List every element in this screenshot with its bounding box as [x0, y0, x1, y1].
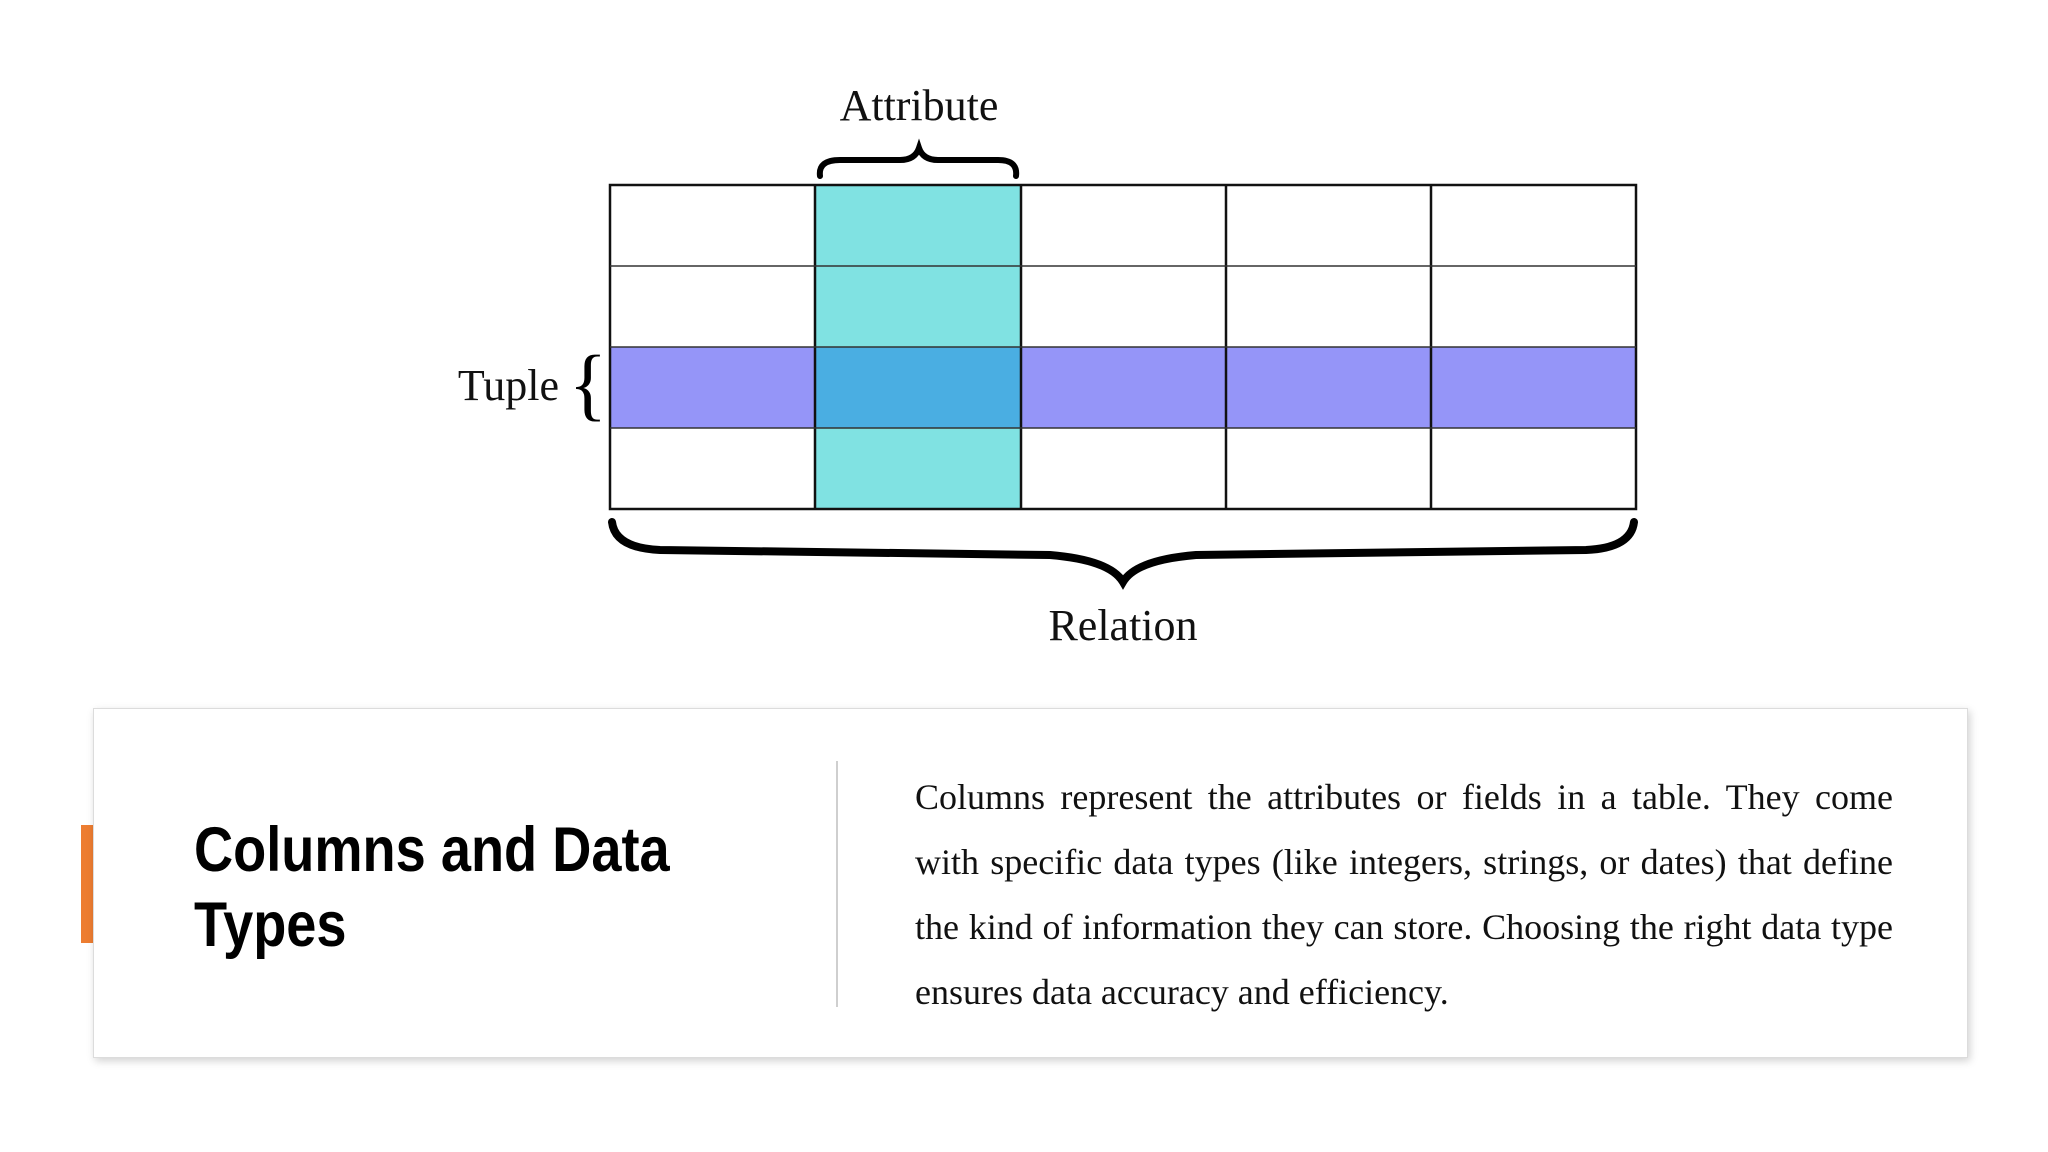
- tuple-label: Tuple: [458, 361, 559, 410]
- card-title: Columns and Data Types: [194, 815, 670, 960]
- tuple-brace: {: [569, 340, 607, 428]
- divider: [836, 761, 838, 1007]
- info-card: Columns and Data Types Columns represent…: [93, 708, 1968, 1058]
- overlap-cell: [815, 347, 1021, 428]
- attribute-label: Attribute: [840, 81, 999, 130]
- card-body: Columns represent the attributes or fiel…: [915, 777, 1893, 1012]
- relation-label: Relation: [1048, 601, 1197, 650]
- relation-diagram: { Attribute Tuple Relation: [458, 81, 1638, 650]
- tuple-row: [610, 347, 1636, 428]
- row-lines: [610, 265, 1636, 429]
- relation-brace: [608, 518, 1638, 590]
- attribute-brace: [816, 138, 1020, 179]
